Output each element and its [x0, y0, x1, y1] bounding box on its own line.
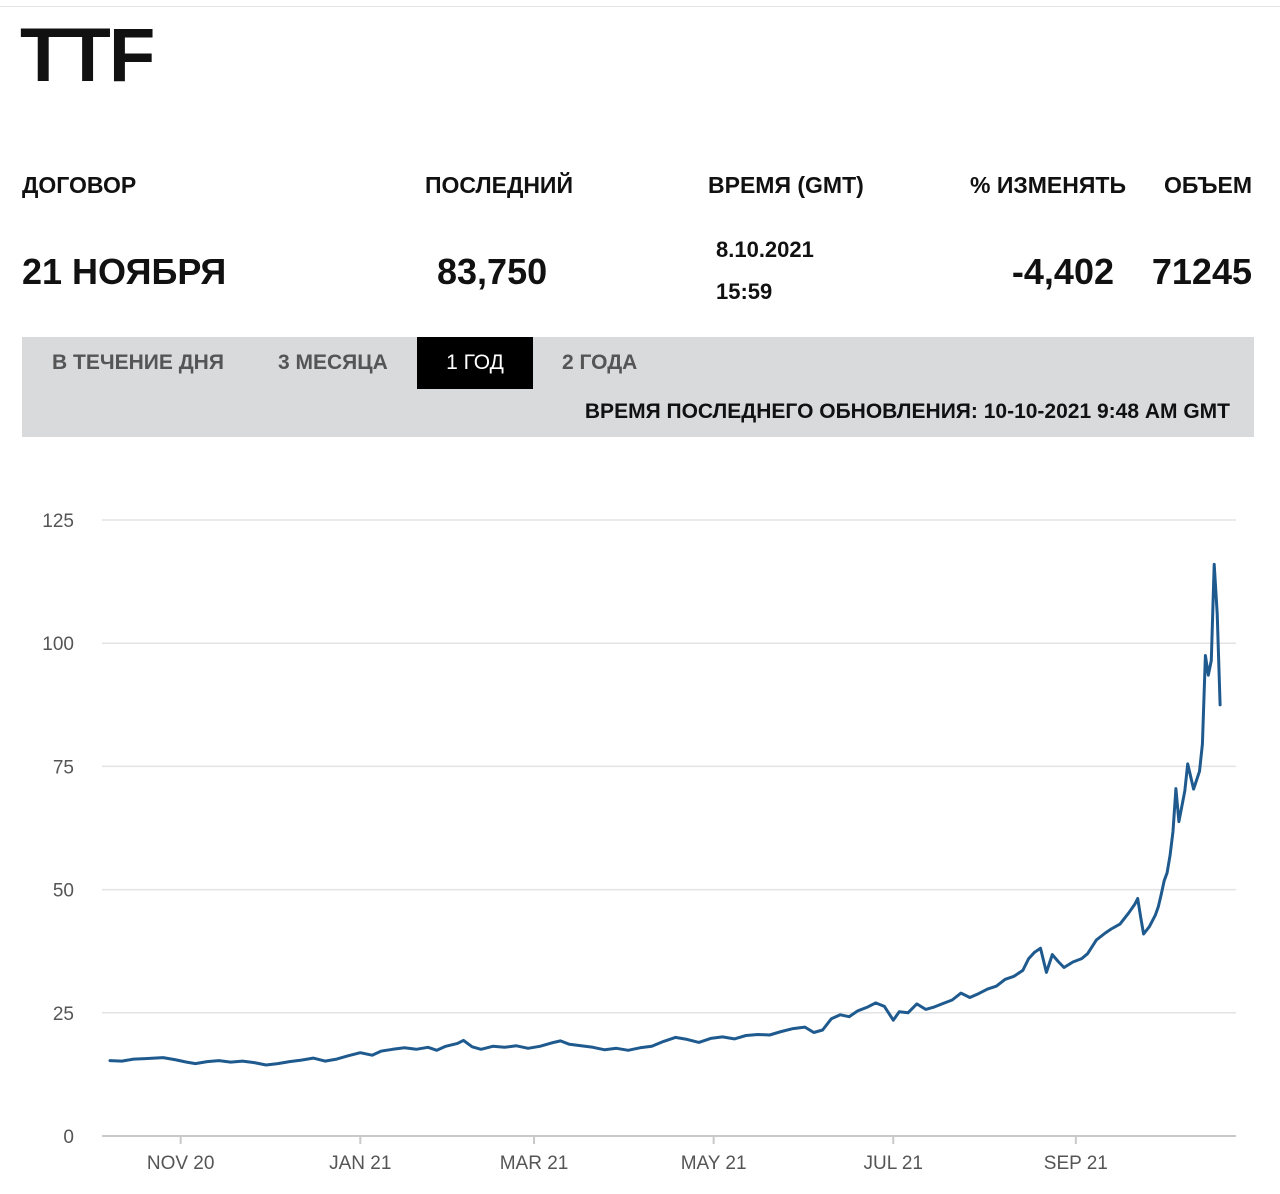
header-time: ВРЕМЯ (GMT)	[708, 172, 864, 198]
y-tick-label: 75	[53, 757, 74, 778]
y-axis-ticks: 0 25 50 75 100 125	[42, 511, 74, 1148]
x-tick-label: NOV 20	[147, 1153, 215, 1174]
x-tick-label: MAY 21	[681, 1153, 747, 1174]
y-tick-label: 50	[53, 881, 74, 902]
x-tick-label: MAR 21	[500, 1153, 569, 1174]
header-last: ПОСЛЕДНИЙ	[425, 172, 573, 198]
y-tick-label: 100	[42, 634, 74, 655]
header-change: % ИЗМЕНЯТЬ	[969, 172, 1126, 198]
header-contract: ДОГОВОР	[22, 172, 137, 198]
y-tick-label: 25	[53, 1004, 74, 1025]
x-tick-label: JAN 21	[329, 1153, 391, 1174]
grid-layer	[102, 519, 1236, 1137]
contract-value: 21 НОЯБРЯ	[22, 251, 227, 292]
change-value: -4,402	[1011, 251, 1114, 292]
x-tick-label: SEP 21	[1044, 1153, 1108, 1174]
price-chart: 0 25 50 75 100 125 NOV 20 JAN 21 MAR 21 MAY 21 JU…	[42, 511, 1236, 1174]
volume-value: 71245	[1151, 251, 1252, 292]
trade-time: 15:59	[716, 279, 773, 304]
y-tick-label: 125	[42, 511, 74, 532]
last-value: 83,750	[437, 251, 548, 292]
tab-intraday[interactable]: В ТЕЧЕНИЕ ДНЯ	[52, 351, 224, 374]
trade-date: 8.10.2021	[716, 237, 814, 262]
top-divider	[0, 6, 1280, 7]
tab-3-months[interactable]: 3 МЕСЯЦА	[278, 351, 388, 374]
tab-2-years[interactable]: 2 ГОДА	[562, 351, 638, 374]
header-volume: ОБЪЕМ	[1163, 172, 1252, 198]
page-title: TTF	[20, 13, 155, 98]
y-tick-label: 0	[63, 1127, 74, 1148]
x-axis-ticks: NOV 20 JAN 21 MAR 21 MAY 21 JUL 21 SEP 21	[147, 1136, 1108, 1174]
tab-1-year[interactable]: 1 ГОД	[417, 337, 533, 389]
range-tab-bar: В ТЕЧЕНИЕ ДНЯ 3 МЕСЯЦА 1 ГОД 2 ГОДА ВРЕМ…	[22, 337, 1254, 437]
last-updated-text: ВРЕМЯ ПОСЛЕДНЕГО ОБНОВЛЕНИЯ: 10-10-2021 …	[584, 400, 1230, 423]
price-line	[108, 562, 1222, 1067]
x-tick-label: JUL 21	[864, 1153, 924, 1174]
